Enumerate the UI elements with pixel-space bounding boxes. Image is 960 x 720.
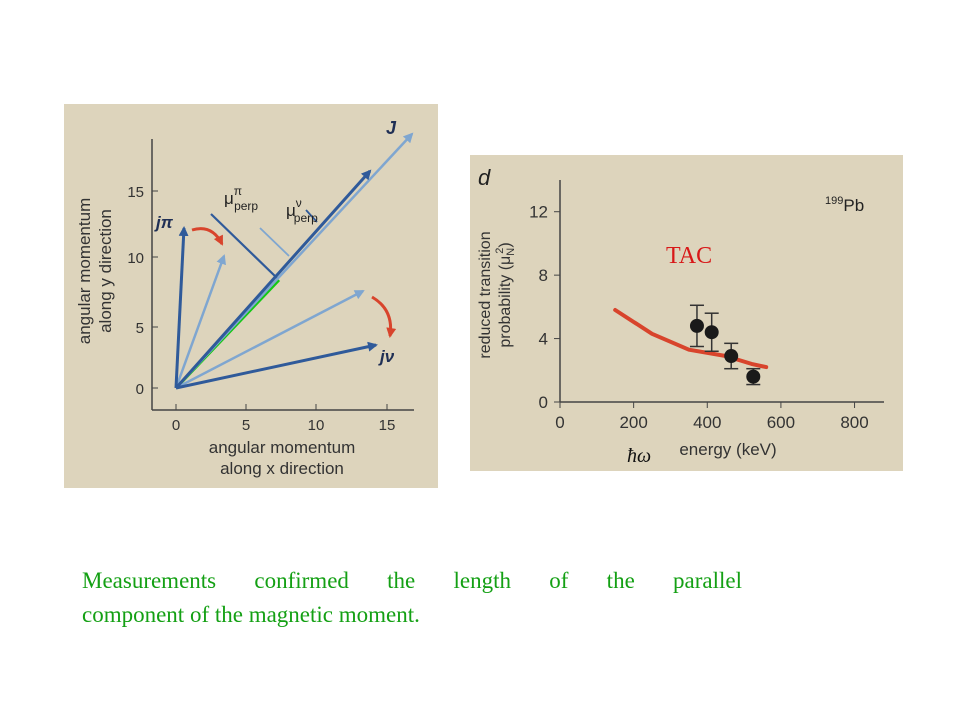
mu-nu-perp-line — [259, 227, 290, 257]
tac-curve — [613, 308, 769, 370]
y-tick-label: 15 — [127, 184, 144, 201]
x-tick-label: 15 — [379, 417, 396, 434]
x-tick-label: 200 — [619, 413, 647, 432]
j-pi-rotated-vector — [174, 254, 226, 389]
x-axis-label: along x direction — [220, 459, 344, 478]
j-nu-rotated-vector — [175, 289, 365, 390]
data-point — [724, 349, 739, 364]
j-nu-vector — [175, 341, 378, 390]
transition-chart-panel: d 199Pb reduced transition probability (… — [470, 155, 903, 471]
transition-chart: d 199Pb reduced transition probability (… — [477, 165, 884, 467]
j-nu-rotation-arrow — [371, 295, 397, 338]
nucleus-label: 199Pb — [825, 195, 864, 215]
j-pi-vector — [174, 226, 189, 389]
caption-line-2: component of the magnetic moment. — [82, 602, 420, 627]
j-total-label: J — [386, 118, 397, 138]
x-axis-label: angular momentum — [209, 438, 355, 457]
x-tick-label: 5 — [242, 417, 250, 434]
x-tick-label: 0 — [172, 417, 180, 434]
tac-label: TAC — [666, 243, 712, 269]
panel-letter: d — [478, 165, 491, 190]
y-axis-label: along y direction — [96, 209, 115, 333]
mu-nu-perp-tick — [305, 209, 318, 223]
caption: Measurements confirmed the length of the… — [82, 564, 742, 632]
j-pi-rotation-arrow — [191, 227, 224, 246]
j-total-vector — [174, 169, 372, 389]
chart-marks — [613, 304, 769, 386]
vector-diagram-panel: 0 5 10 15 0 5 10 15 angular momentum alo… — [64, 104, 438, 488]
mu-pi-perp-label: μπ perp — [224, 184, 258, 213]
j-nu-label: jν — [378, 347, 395, 366]
x-tick-label: 800 — [840, 413, 868, 432]
x-tick-label: 10 — [308, 417, 325, 434]
x-tick-label: 0 — [555, 413, 564, 432]
x-tick-label: 400 — [693, 413, 721, 432]
data-point — [746, 369, 761, 384]
y-tick-label: 8 — [539, 266, 548, 285]
y-axis-label-unit: probability (μN2) — [494, 242, 517, 347]
y-axis-label: angular momentum — [75, 198, 94, 344]
y-tick-label: 10 — [127, 250, 144, 267]
x-axis-label: energy (keV) — [679, 440, 776, 459]
j-pi-label: jπ — [154, 213, 174, 232]
data-point — [689, 318, 704, 333]
y-tick-label: 5 — [136, 320, 144, 337]
y-axis-label: reduced transition — [477, 231, 494, 358]
chart-axes: 0 200 400 600 800 0 4 8 12 — [529, 180, 884, 432]
y-tick-label: 0 — [136, 381, 144, 398]
y-tick-label: 12 — [529, 203, 548, 222]
data-point — [704, 325, 719, 340]
mu-pi-perp-line — [210, 213, 278, 279]
x-tick-label: 600 — [767, 413, 795, 432]
y-tick-label: 4 — [539, 330, 548, 349]
caption-line-1: Measurements confirmed the length of the… — [82, 568, 742, 593]
y-tick-label: 0 — [539, 393, 548, 412]
mu-nu-perp-label: μν perp — [286, 196, 318, 225]
hbar-omega-label: ħω — [627, 445, 651, 467]
vector-diagram: 0 5 10 15 0 5 10 15 angular momentum alo… — [75, 118, 414, 478]
